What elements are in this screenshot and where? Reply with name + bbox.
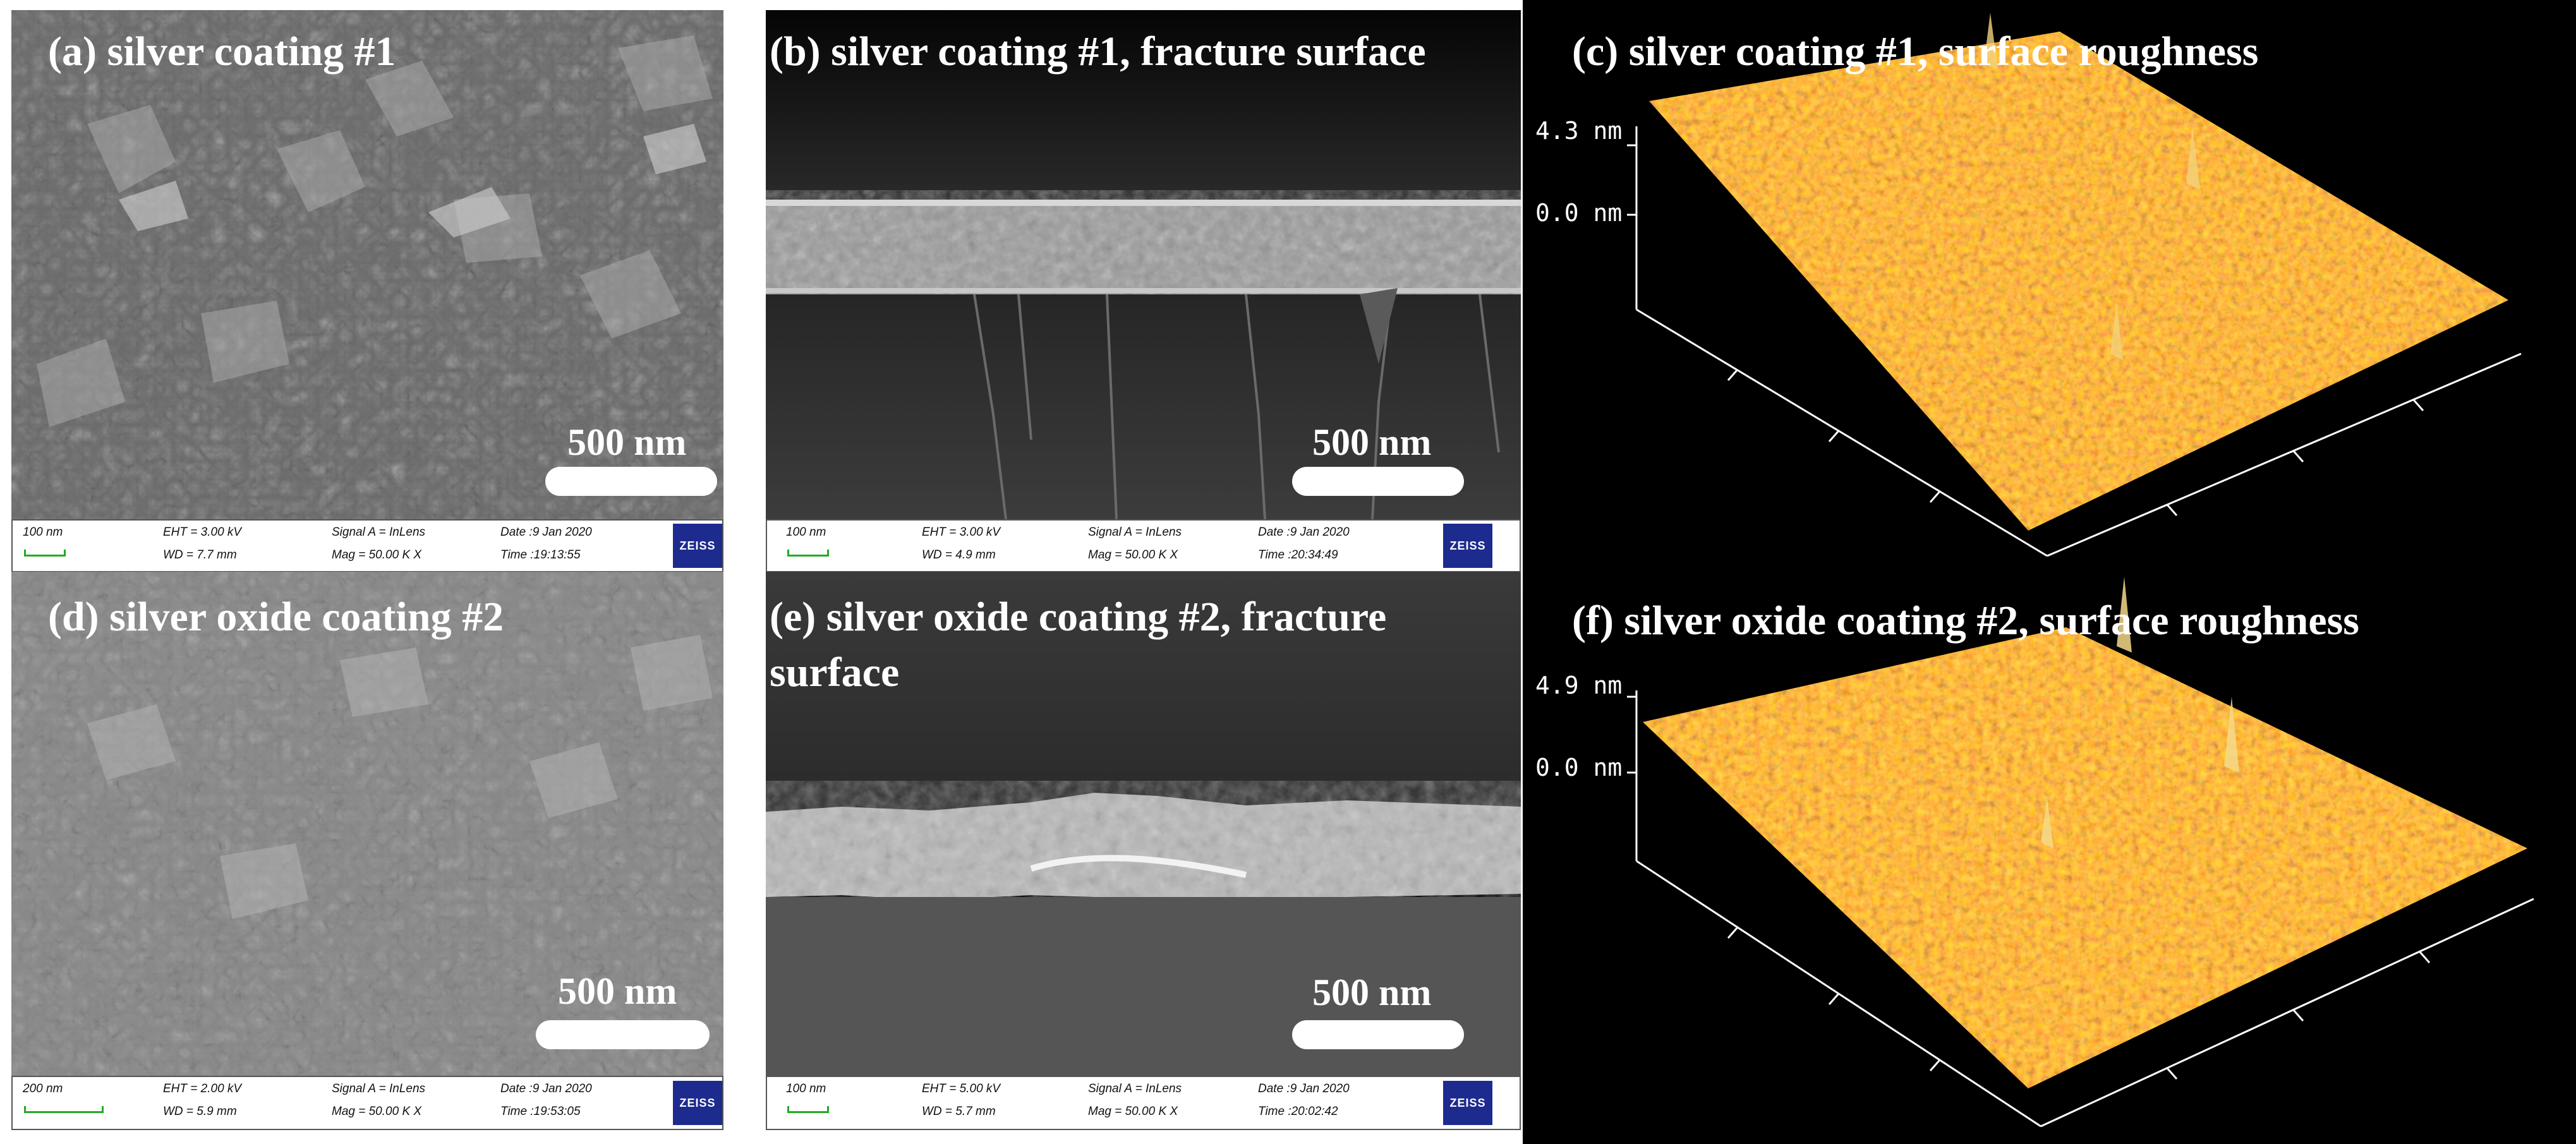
panel-title: (c) silver coating #1, surface roughness xyxy=(1572,28,2259,75)
scale-bar-label: 500 nm xyxy=(558,970,677,1012)
sem-grain-texture xyxy=(11,572,723,1076)
time-value: Time :20:02:42 xyxy=(1258,1105,1338,1118)
pixel-size-bar xyxy=(24,1106,104,1113)
pixel-size: 100 nm xyxy=(786,526,826,539)
sem-info-strip: 100 nm EHT = 3.00 kV WD = 4.9 mm Signal … xyxy=(766,519,1521,572)
panel-b-sem-fracture: (b) silver coating #1, fracture surface … xyxy=(766,10,1521,519)
panel-d-sem-surface: (d) silver oxide coating #2 500 nm xyxy=(11,572,723,1076)
pixel-size-bar xyxy=(787,1106,829,1113)
afm-3d-surface xyxy=(1627,577,2534,1128)
mag-value: Mag = 50.00 K X xyxy=(1088,548,1178,562)
afm-3d-surface xyxy=(1627,13,2522,557)
mag-value: Mag = 50.00 K X xyxy=(1088,1105,1178,1118)
panel-f-afm-roughness: (f) silver oxide coating #2, surface rou… xyxy=(1523,570,2576,1144)
scale-bar-label: 500 nm xyxy=(567,421,687,463)
panel-e-sem-fracture: (e) silver oxide coating #2, fracture su… xyxy=(766,572,1521,1076)
mag-value: Mag = 50.00 K X xyxy=(332,548,422,562)
pixel-size: 100 nm xyxy=(786,1082,826,1095)
z-axis-max-label: 4.9 nm xyxy=(1535,671,1623,699)
wd-value: WD = 5.7 mm xyxy=(922,1105,996,1118)
wd-value: WD = 4.9 mm xyxy=(922,548,996,562)
pixel-size-bar xyxy=(787,550,829,557)
scale-bar xyxy=(536,1020,710,1049)
z-axis-max-label: 4.3 nm xyxy=(1535,117,1623,145)
sem-fracture-image xyxy=(766,10,1521,519)
zeiss-logo: ZEISS xyxy=(673,1081,722,1125)
panel-a-sem-surface: (a) silver coating #1 500 nm xyxy=(11,10,723,519)
zeiss-logo: ZEISS xyxy=(1443,524,1492,568)
date-value: Date :9 Jan 2020 xyxy=(1258,526,1350,539)
zeiss-logo: ZEISS xyxy=(673,524,722,568)
eht-value: EHT = 2.00 kV xyxy=(163,1082,242,1095)
eht-value: EHT = 3.00 kV xyxy=(163,526,242,539)
pixel-size: 100 nm xyxy=(23,526,63,539)
pixel-size-bar xyxy=(24,550,66,557)
z-axis-zero-label: 0.0 nm xyxy=(1535,199,1623,227)
sem-grain-texture xyxy=(11,10,723,519)
panel-title: (d) silver oxide coating #2 xyxy=(48,594,504,640)
signal-value: Signal A = InLens xyxy=(1088,1082,1182,1095)
zeiss-logo: ZEISS xyxy=(1443,1081,1492,1125)
panel-title: (f) silver oxide coating #2, surface rou… xyxy=(1572,598,2359,644)
signal-value: Signal A = InLens xyxy=(332,1082,426,1095)
wd-value: WD = 5.9 mm xyxy=(163,1105,237,1118)
date-value: Date :9 Jan 2020 xyxy=(1258,1082,1350,1095)
date-value: Date :9 Jan 2020 xyxy=(500,1082,592,1095)
eht-value: EHT = 5.00 kV xyxy=(922,1082,1001,1095)
sem-info-strip: 100 nm EHT = 5.00 kV WD = 5.7 mm Signal … xyxy=(766,1076,1521,1130)
sem-fracture-image xyxy=(766,572,1521,1076)
sem-info-strip: 200 nm EHT = 2.00 kV WD = 5.9 mm Signal … xyxy=(11,1076,723,1130)
scale-bar xyxy=(545,467,717,496)
panel-c-afm-roughness: (c) silver coating #1, surface roughness… xyxy=(1523,0,2576,570)
scale-bar xyxy=(1292,1020,1464,1049)
eht-value: EHT = 3.00 kV xyxy=(922,526,1001,539)
pixel-size: 200 nm xyxy=(23,1082,63,1095)
signal-value: Signal A = InLens xyxy=(332,526,426,539)
mag-value: Mag = 50.00 K X xyxy=(332,1105,422,1118)
scale-bar xyxy=(1292,467,1464,496)
scale-bar-label: 500 nm xyxy=(1312,972,1432,1013)
panel-title: (e) silver oxide coating #2, fracture su… xyxy=(770,594,1387,695)
z-axis-zero-label: 0.0 nm xyxy=(1535,754,1623,781)
signal-value: Signal A = InLens xyxy=(1088,526,1182,539)
wd-value: WD = 7.7 mm xyxy=(163,548,237,562)
sem-info-strip: 100 nm EHT = 3.00 kV WD = 7.7 mm Signal … xyxy=(11,519,723,572)
panel-title: (b) silver coating #1, fracture surface xyxy=(770,28,1426,75)
date-value: Date :9 Jan 2020 xyxy=(500,526,592,539)
scale-bar-label: 500 nm xyxy=(1312,421,1432,463)
panel-title: (a) silver coating #1 xyxy=(48,28,396,75)
time-value: Time :19:13:55 xyxy=(500,548,581,562)
time-value: Time :20:34:49 xyxy=(1258,548,1338,562)
time-value: Time :19:53:05 xyxy=(500,1105,581,1118)
